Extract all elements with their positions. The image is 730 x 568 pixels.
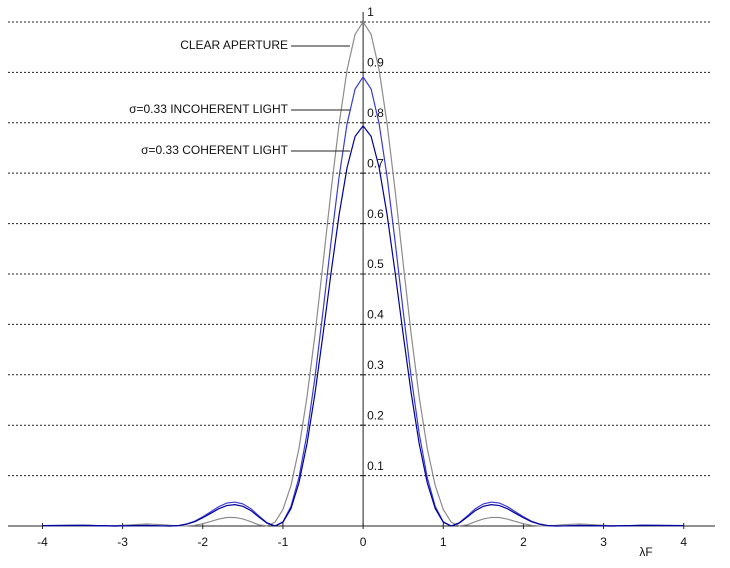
series-label: CLEAR APERTURE — [180, 38, 288, 52]
series-label: σ=0.33 COHERENT LIGHT — [141, 143, 289, 157]
x-tick-label: 4 — [680, 535, 687, 549]
series-line — [42, 124, 684, 527]
y-tick-label: 0.6 — [367, 207, 384, 221]
x-axis-label: λF — [639, 545, 652, 559]
x-tick-label: 1 — [440, 535, 447, 549]
y-tick-label: 0.8 — [367, 106, 384, 120]
y-tick-label: 0.7 — [367, 156, 384, 170]
x-tick-label: -3 — [117, 535, 128, 549]
y-tick-label: 0.3 — [367, 358, 384, 372]
y-tick-label: 0.5 — [367, 257, 384, 271]
y-tick-label: 0.1 — [367, 459, 384, 473]
y-tick-label: 0.4 — [367, 308, 384, 322]
series-line — [42, 20, 684, 527]
x-tick-label: -4 — [37, 535, 48, 549]
x-tick-label: 3 — [600, 535, 607, 549]
x-tick-label: 2 — [520, 535, 527, 549]
x-tick-label: 0 — [360, 535, 367, 549]
y-tick-label: 0.9 — [367, 56, 384, 70]
y-tick-label: 0.2 — [367, 408, 384, 422]
x-tick-label: -2 — [197, 535, 208, 549]
series-label: σ=0.33 INCOHERENT LIGHT — [129, 102, 289, 116]
x-tick-label: -1 — [278, 535, 289, 549]
y-tick-label: 1 — [367, 5, 374, 19]
series-line — [42, 75, 684, 527]
